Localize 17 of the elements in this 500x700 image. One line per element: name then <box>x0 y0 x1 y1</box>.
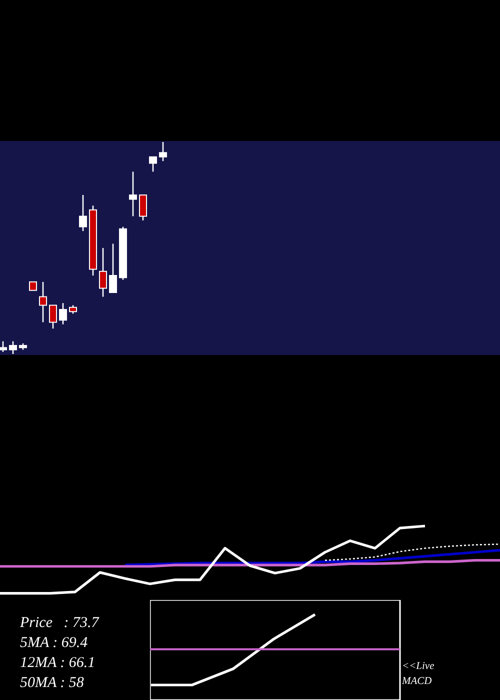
candlestick <box>79 194 87 232</box>
candlestick <box>99 247 107 298</box>
candlestick <box>139 194 147 222</box>
text: Price : 73.7 <box>20 614 99 633</box>
candlestick <box>49 304 57 330</box>
candlestick <box>59 302 67 325</box>
candlestick <box>129 171 137 217</box>
candlestick <box>9 340 17 355</box>
text: 5MA : 69.4 <box>20 634 89 653</box>
text: <<Live MACD <box>401 661 435 687</box>
candlestick <box>159 141 167 162</box>
candlestick <box>109 243 117 294</box>
candlestick <box>149 156 157 172</box>
candlestick <box>39 281 47 323</box>
candlestick <box>0 340 7 353</box>
text: 50MA : 58 <box>20 674 85 693</box>
text: 12MA : 66.1 <box>20 654 96 673</box>
